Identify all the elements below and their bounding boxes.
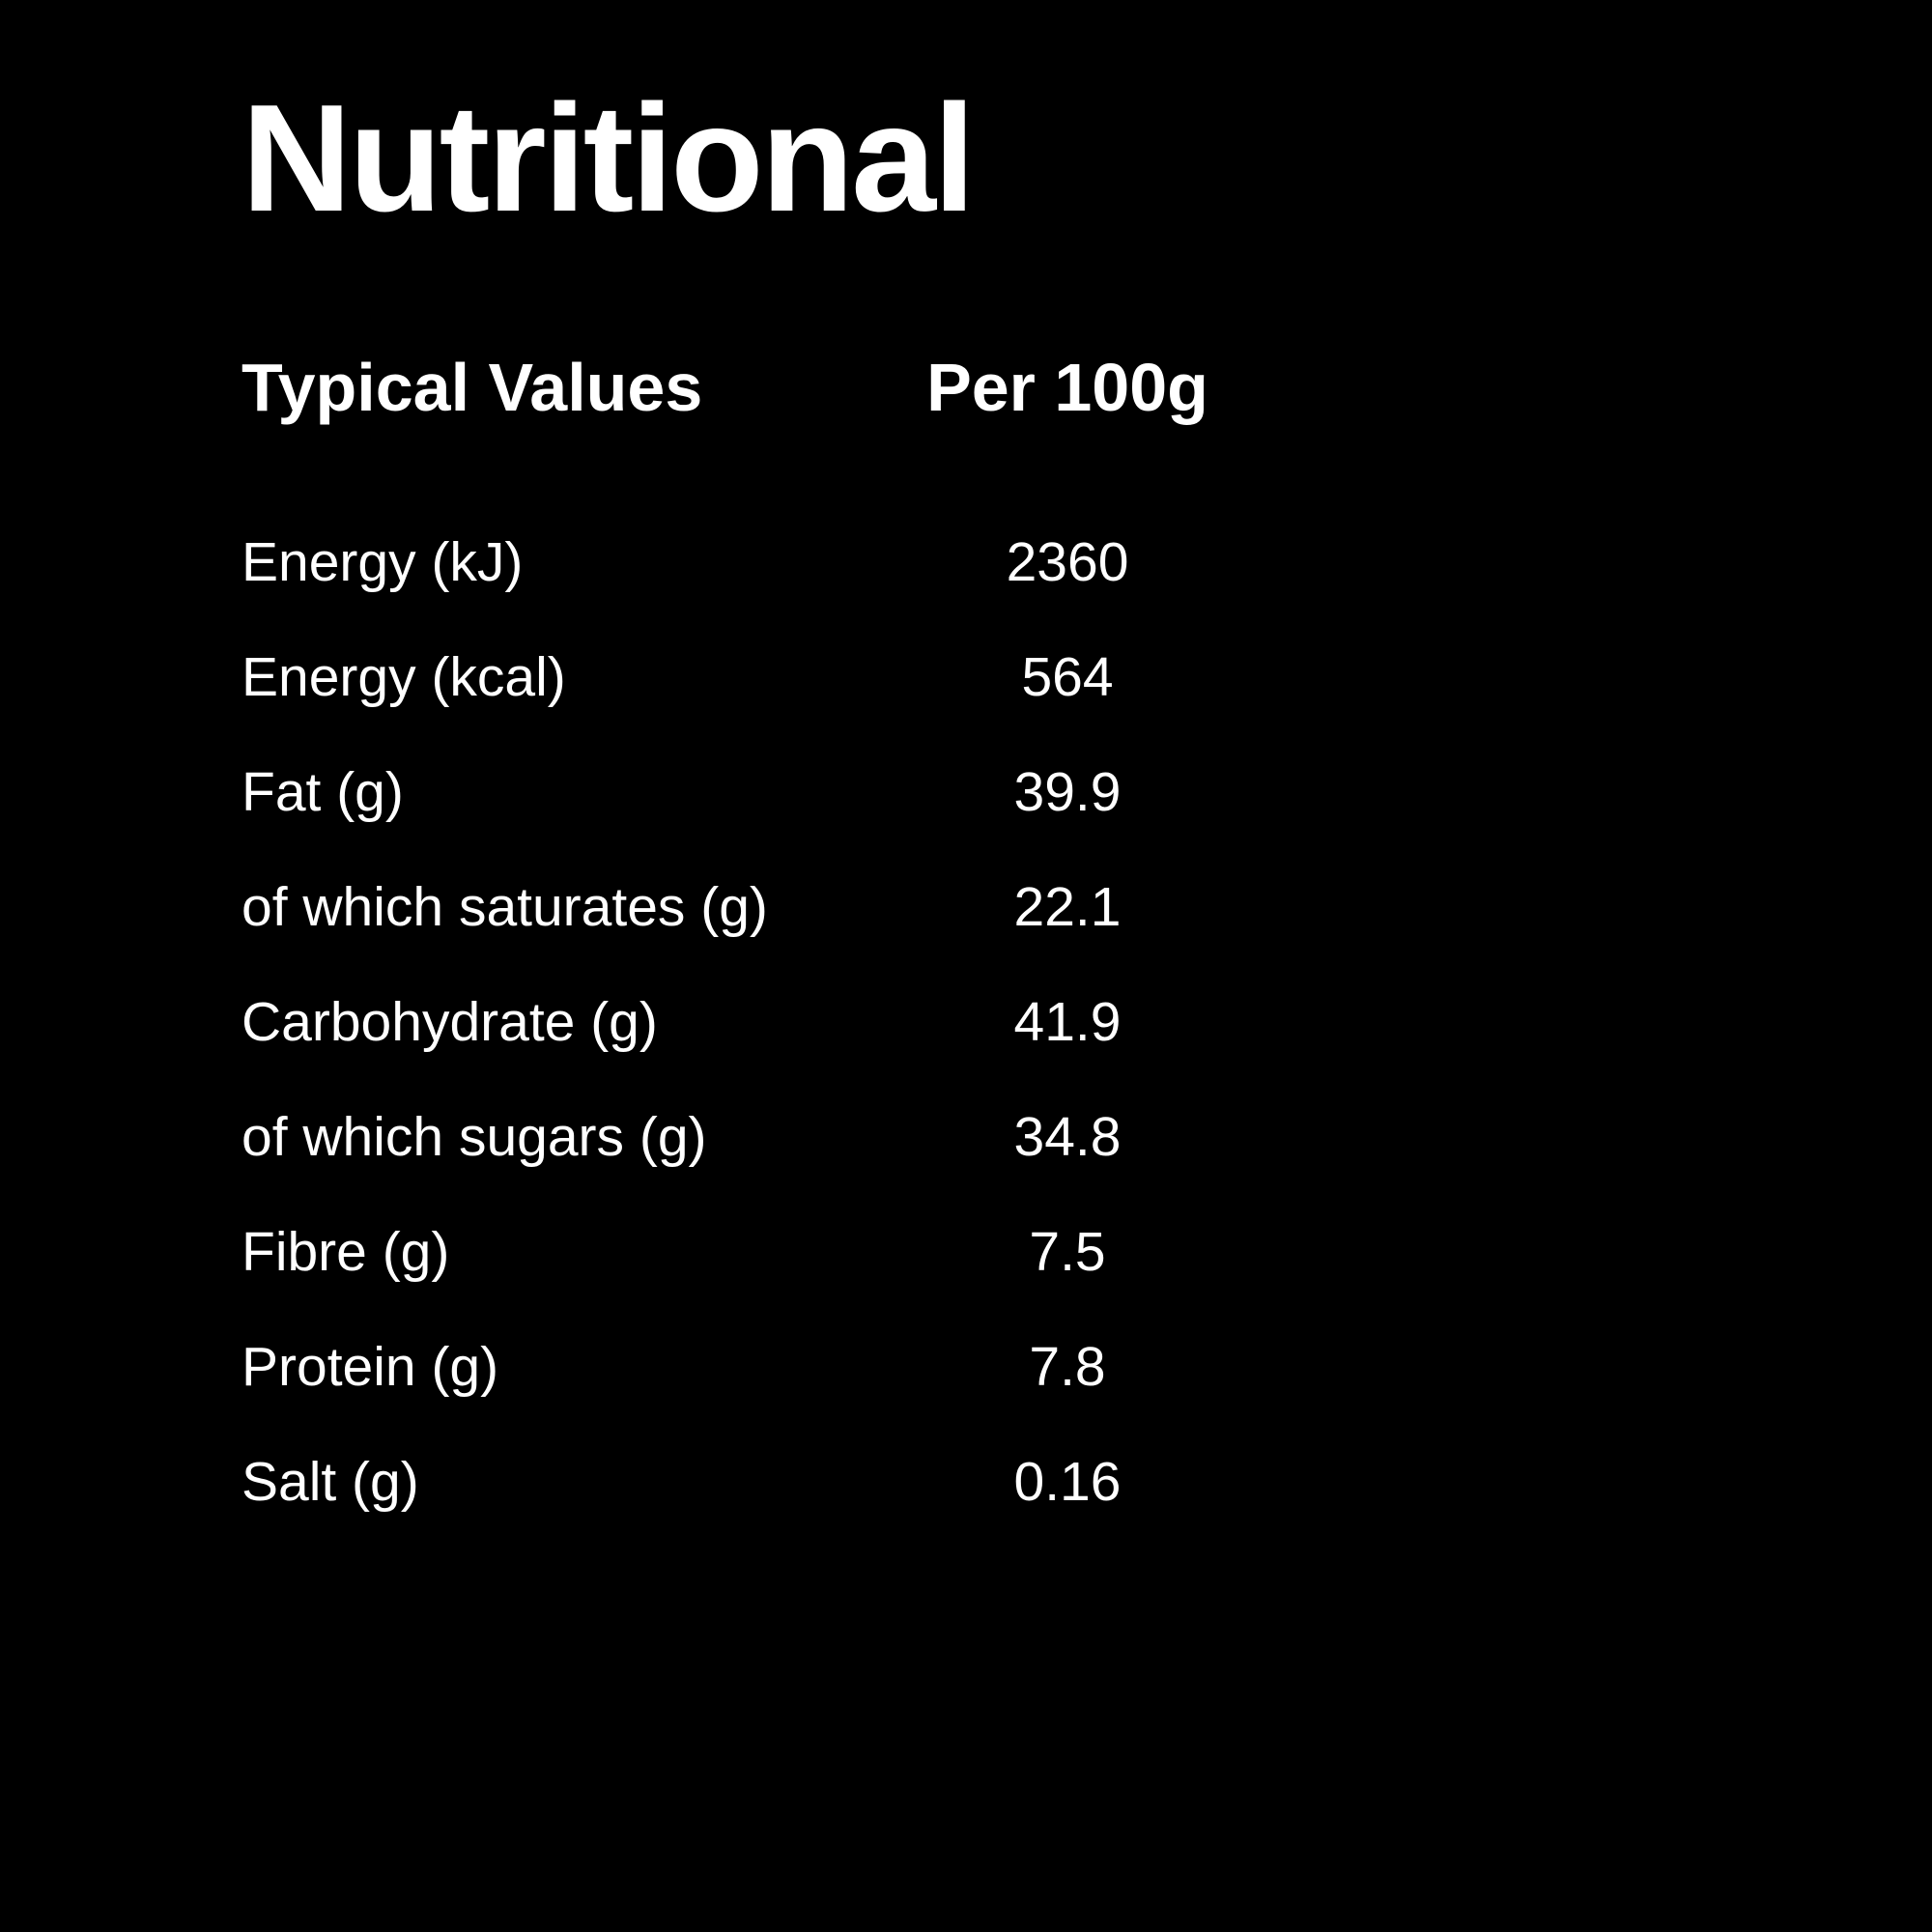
nutrition-table: Typical Values Per 100g Energy (kJ) 2360… bbox=[242, 349, 1275, 1514]
row-label: Energy (kJ) bbox=[242, 531, 524, 593]
table-row-carbohydrate: Carbohydrate (g) 41.9 bbox=[242, 990, 1275, 1054]
table-row-protein: Protein (g) 7.8 bbox=[242, 1335, 1275, 1399]
table-row-energy-kj: Energy (kJ) 2360 bbox=[242, 530, 1275, 594]
table-row-energy-kcal: Energy (kcal) 564 bbox=[242, 645, 1275, 709]
row-value: 7.8 bbox=[1029, 1336, 1106, 1398]
table-row-saturates: of which saturates (g) 22.1 bbox=[242, 875, 1275, 939]
row-label: Salt (g) bbox=[242, 1451, 419, 1513]
row-value: 41.9 bbox=[1013, 991, 1122, 1053]
row-value: 0.16 bbox=[1013, 1451, 1122, 1513]
row-label: of which sugars (g) bbox=[242, 1106, 707, 1168]
row-label: Energy (kcal) bbox=[242, 646, 566, 708]
column-header-per-100g: Per 100g bbox=[926, 350, 1208, 425]
table-row-salt: Salt (g) 0.16 bbox=[242, 1450, 1275, 1514]
row-value: 2360 bbox=[1006, 531, 1129, 593]
row-label: Fat (g) bbox=[242, 761, 404, 823]
row-value: 7.5 bbox=[1029, 1221, 1106, 1283]
row-value: 34.8 bbox=[1013, 1106, 1122, 1168]
column-header-typical-values: Typical Values bbox=[242, 350, 703, 425]
row-label: of which saturates (g) bbox=[242, 876, 768, 938]
row-label: Fibre (g) bbox=[242, 1221, 450, 1283]
row-value: 22.1 bbox=[1013, 876, 1122, 938]
page-title: Nutritional bbox=[242, 73, 976, 243]
table-row-fibre: Fibre (g) 7.5 bbox=[242, 1220, 1275, 1284]
table-row-sugars: of which sugars (g) 34.8 bbox=[242, 1105, 1275, 1169]
row-value: 39.9 bbox=[1013, 761, 1122, 823]
row-label: Carbohydrate (g) bbox=[242, 991, 658, 1053]
row-value: 564 bbox=[1021, 646, 1114, 708]
table-header-row: Typical Values Per 100g bbox=[242, 349, 1275, 426]
row-label: Protein (g) bbox=[242, 1336, 499, 1398]
table-row-fat: Fat (g) 39.9 bbox=[242, 760, 1275, 824]
